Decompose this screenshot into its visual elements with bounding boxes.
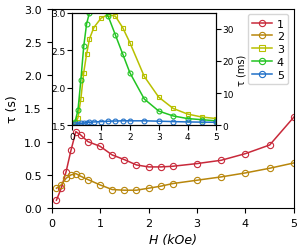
Y-axis label: τ (s): τ (s) xyxy=(5,95,18,123)
X-axis label: H (kOe): H (kOe) xyxy=(149,234,197,246)
Y-axis label: τ (ms): τ (ms) xyxy=(237,54,247,85)
Legend: 1, 2, 3, 4, 5: 1, 2, 3, 4, 5 xyxy=(248,15,288,85)
